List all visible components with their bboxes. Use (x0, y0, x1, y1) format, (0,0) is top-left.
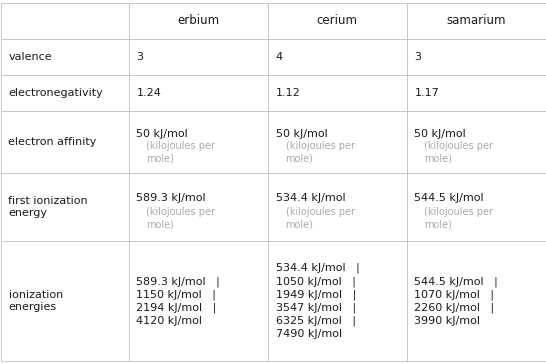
Bar (268, 241, 407, 361)
Bar (1, 111, 128, 173)
Bar (1, 39, 128, 75)
Bar (407, 39, 545, 75)
Bar (1, 3, 128, 39)
Text: erbium: erbium (177, 15, 219, 28)
Text: 3: 3 (136, 52, 144, 62)
Text: 1.24: 1.24 (136, 88, 162, 98)
Text: 534.4 kJ/mol: 534.4 kJ/mol (276, 193, 345, 203)
Bar (407, 241, 545, 361)
Text: 1.12: 1.12 (276, 88, 300, 98)
Text: (kilojoules per
mole): (kilojoules per mole) (146, 207, 216, 229)
Bar (128, 75, 268, 111)
Bar (407, 75, 545, 111)
Bar (1, 173, 128, 241)
Bar (268, 39, 407, 75)
Text: (kilojoules per
mole): (kilojoules per mole) (146, 141, 216, 163)
Bar (268, 3, 407, 39)
Bar (268, 75, 407, 111)
Text: (kilojoules per
mole): (kilojoules per mole) (424, 141, 494, 163)
Text: cerium: cerium (317, 15, 358, 28)
Text: 589.3 kJ/mol: 589.3 kJ/mol (136, 193, 206, 203)
Text: 50 kJ/mol: 50 kJ/mol (414, 129, 466, 139)
Text: 544.5 kJ/mol   |
1070 kJ/mol   |
2260 kJ/mol   |
3990 kJ/mol: 544.5 kJ/mol | 1070 kJ/mol | 2260 kJ/mol… (414, 276, 498, 326)
Text: 4: 4 (276, 52, 283, 62)
Text: (kilojoules per
mole): (kilojoules per mole) (286, 207, 354, 229)
Text: electronegativity: electronegativity (9, 88, 103, 98)
Text: 1.17: 1.17 (414, 88, 439, 98)
Text: 50 kJ/mol: 50 kJ/mol (136, 129, 188, 139)
Text: (kilojoules per
mole): (kilojoules per mole) (424, 207, 494, 229)
Bar (128, 3, 268, 39)
Bar (128, 39, 268, 75)
Bar (268, 173, 407, 241)
Text: 544.5 kJ/mol: 544.5 kJ/mol (414, 193, 484, 203)
Bar (407, 111, 545, 173)
Text: 534.4 kJ/mol   |
1050 kJ/mol   |
1949 kJ/mol   |
3547 kJ/mol   |
6325 kJ/mol   |: 534.4 kJ/mol | 1050 kJ/mol | 1949 kJ/mol… (276, 263, 359, 339)
Text: valence: valence (9, 52, 52, 62)
Text: electron affinity: electron affinity (9, 137, 97, 147)
Bar (1, 75, 128, 111)
Bar (407, 173, 545, 241)
Bar (128, 173, 268, 241)
Text: (kilojoules per
mole): (kilojoules per mole) (286, 141, 354, 163)
Bar (407, 3, 545, 39)
Bar (1, 241, 128, 361)
Text: 3: 3 (414, 52, 422, 62)
Bar (128, 241, 268, 361)
Text: first ionization
energy: first ionization energy (9, 196, 88, 218)
Bar (128, 111, 268, 173)
Text: ionization
energies: ionization energies (9, 290, 63, 312)
Bar (268, 111, 407, 173)
Text: 589.3 kJ/mol   |
1150 kJ/mol   |
2194 kJ/mol   |
4120 kJ/mol: 589.3 kJ/mol | 1150 kJ/mol | 2194 kJ/mol… (136, 276, 220, 326)
Text: samarium: samarium (446, 15, 506, 28)
Text: 50 kJ/mol: 50 kJ/mol (276, 129, 327, 139)
